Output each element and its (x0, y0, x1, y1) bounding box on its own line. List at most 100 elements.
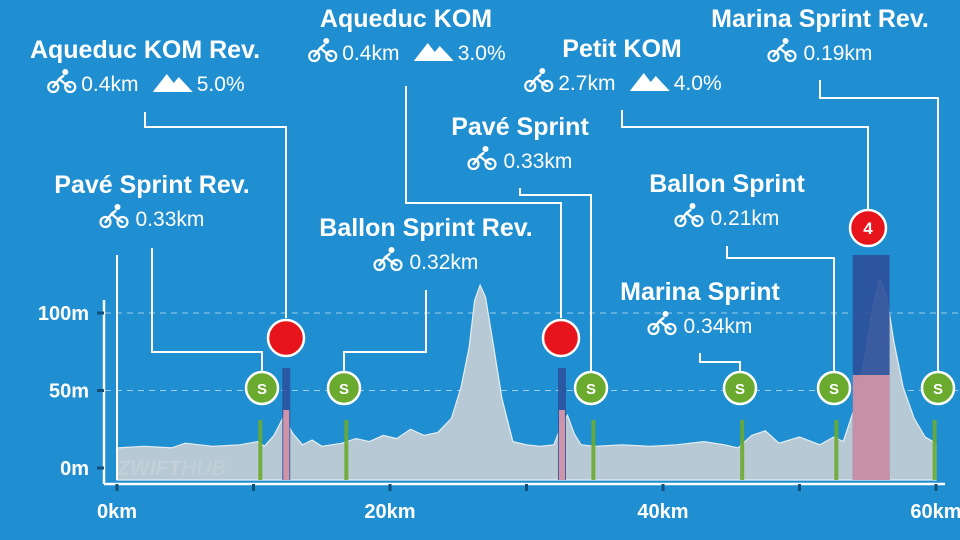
sprint-badge (816, 370, 852, 406)
sprint-marker (834, 420, 839, 480)
rider-head-shape (323, 38, 330, 44)
sprint-badge-label: S (829, 381, 839, 398)
rider-head-shape (662, 311, 669, 317)
x-tick-label: 40km (637, 501, 688, 523)
sprint-badge-label: S (257, 381, 267, 398)
y-tick-label: 0m (60, 458, 89, 480)
mountain-icon (152, 74, 193, 92)
wheel-shape (524, 79, 537, 93)
x-tick-label: 20km (364, 501, 415, 523)
segment-length: 0.34km (684, 315, 753, 338)
rider-shape (679, 208, 699, 223)
rider-head-shape (539, 68, 546, 74)
segment-name: Pavé Sprint Rev. (54, 171, 249, 199)
kom-highlight (558, 410, 565, 480)
wheel-shape (325, 49, 338, 63)
kom-highlight (852, 375, 890, 480)
leader-line (726, 246, 835, 372)
sprint-badge (722, 370, 758, 406)
wheel-shape (674, 214, 687, 228)
rider-shape (52, 74, 72, 89)
rider-shape (652, 316, 672, 331)
rider-head-shape (62, 69, 69, 75)
wheel-shape (484, 157, 497, 171)
x-tick-label: 60km (910, 501, 960, 523)
mountain-shape (152, 74, 193, 92)
sprint-badge-label: S (586, 381, 596, 398)
wheel-shape (116, 215, 129, 229)
kom-badge (848, 208, 888, 248)
segment-length: 0.4km (342, 42, 399, 65)
segment-length: 0.19km (804, 42, 873, 65)
sprint-badge (244, 370, 280, 406)
cyclist-icon (767, 38, 797, 63)
segment-length: 0.33km (136, 208, 205, 231)
segment-length: 0.21km (711, 207, 780, 230)
segment-name: Ballon Sprint (649, 170, 805, 198)
leader-line (819, 80, 939, 372)
kom-highlight (283, 410, 290, 480)
rider-head-shape (689, 203, 696, 209)
segment-length: 0.4km (81, 73, 138, 96)
sprint-badge-label: S (339, 381, 349, 398)
segment-length: 0.33km (504, 150, 573, 173)
segment-gradient: 3.0% (458, 42, 506, 65)
mountain-shape (629, 73, 670, 91)
rider-shape (772, 43, 792, 58)
cyclist-icon (308, 38, 338, 63)
sprint-badge (326, 370, 362, 406)
sprint-marker (591, 420, 596, 480)
wheel-shape (64, 80, 77, 94)
sprint-badge-label: S (933, 381, 943, 398)
wheel-shape (99, 215, 112, 229)
segment-gradient: 4.0% (674, 72, 722, 95)
wheel-shape (664, 322, 677, 336)
segment-name: Marina Sprint (620, 278, 780, 306)
segment-name: Aqueduc KOM (320, 5, 492, 33)
wheel-shape (691, 214, 704, 228)
wheel-shape (647, 322, 660, 336)
segment-gradient: 5.0% (197, 73, 245, 96)
segment-name: Ballon Sprint Rev. (319, 214, 532, 242)
segment-length: 0.32km (410, 251, 479, 274)
wheel-shape (467, 157, 480, 171)
elevation-area (116, 276, 937, 481)
rider-shape (529, 73, 549, 88)
kom-badge (266, 318, 306, 358)
rider-head-shape (388, 247, 395, 253)
sprint-badge (920, 370, 956, 406)
rider-shape (378, 252, 398, 267)
rider-head-shape (782, 38, 789, 44)
watermark-logo: ZWIFTHUB (116, 457, 225, 480)
sprint-marker (344, 420, 349, 480)
wheel-shape (373, 258, 386, 272)
wheel-shape (390, 258, 403, 272)
rider-shape (104, 209, 124, 224)
cyclist-icon (647, 311, 677, 336)
segment-name: Aqueduc KOM Rev. (30, 36, 260, 64)
wheel-shape (541, 79, 554, 93)
leader-line (519, 188, 592, 372)
segment-name: Pavé Sprint (451, 113, 589, 141)
kom-badge (541, 318, 581, 358)
sprint-marker (932, 420, 937, 480)
wheel-shape (47, 80, 60, 94)
x-tick-label: 0km (97, 501, 137, 523)
sprint-badge-label: S (735, 381, 745, 398)
mountain-shape (413, 43, 454, 61)
leader-line (151, 248, 263, 372)
mountain-icon (413, 43, 454, 61)
rider-shape (472, 151, 492, 166)
leader-line (621, 110, 869, 210)
leader-line (405, 86, 562, 318)
cyclist-icon (99, 204, 129, 229)
wheel-shape (767, 49, 780, 63)
segment-name: Petit KOM (562, 35, 681, 63)
rider-head-shape (114, 204, 121, 210)
rider-head-shape (482, 146, 489, 152)
cyclist-icon (674, 203, 704, 228)
y-tick-label: 50m (49, 381, 89, 403)
leader-line (343, 290, 427, 372)
